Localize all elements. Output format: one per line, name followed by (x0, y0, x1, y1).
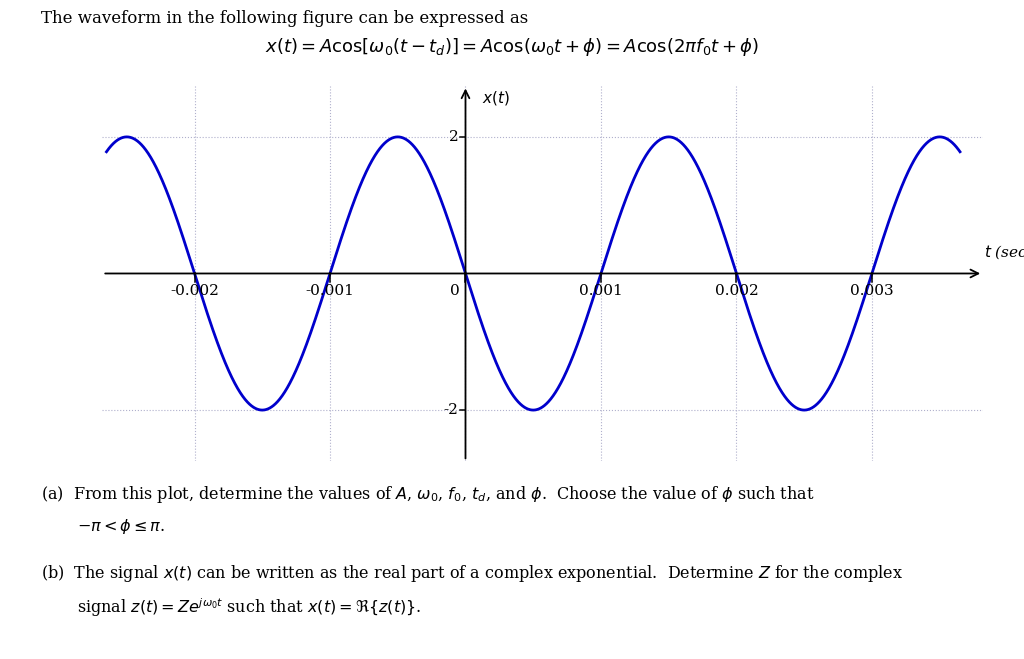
Text: -0.001: -0.001 (305, 284, 354, 299)
Text: $x(t)$: $x(t)$ (481, 90, 510, 107)
Text: 0.003: 0.003 (850, 284, 894, 299)
Text: $x(t) = A\cos[\omega_0(t - t_d)] = A\cos(\omega_0 t + \phi) = A\cos(2\pi f_0 t +: $x(t) = A\cos[\omega_0(t - t_d)] = A\cos… (265, 36, 759, 58)
Text: $t$ (sec): $t$ (sec) (984, 244, 1024, 261)
Text: 0: 0 (450, 284, 460, 299)
Text: The waveform in the following figure can be expressed as: The waveform in the following figure can… (41, 10, 528, 27)
Text: (b)  The signal $x(t)$ can be written as the real part of a complex exponential.: (b) The signal $x(t)$ can be written as … (41, 563, 903, 585)
Text: -0.002: -0.002 (170, 284, 219, 299)
Text: 0.001: 0.001 (580, 284, 623, 299)
Text: (a)  From this plot, determine the values of $A$, $\omega_0$, $f_0$, $t_d$, and : (a) From this plot, determine the values… (41, 484, 814, 505)
Text: signal $z(t) = Ze^{j\omega_0 t}$ such that $x(t) = \Re\{z(t)\}$.: signal $z(t) = Ze^{j\omega_0 t}$ such th… (77, 596, 421, 619)
Text: $-\pi < \phi \leq \pi$.: $-\pi < \phi \leq \pi$. (77, 517, 165, 536)
Text: -2: -2 (443, 403, 459, 417)
Text: 0.002: 0.002 (715, 284, 759, 299)
Text: 2: 2 (449, 130, 459, 144)
